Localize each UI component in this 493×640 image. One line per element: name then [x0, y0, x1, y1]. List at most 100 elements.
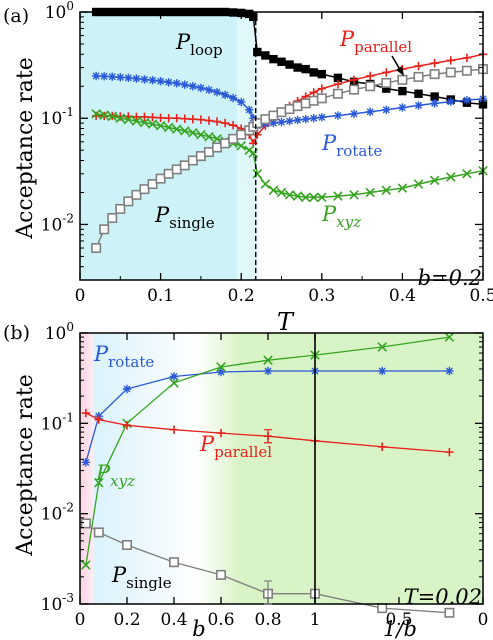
data-point [163, 122, 174, 133]
data-point [220, 118, 230, 128]
data-point [309, 114, 318, 123]
x-tick-label: 0 [75, 610, 86, 630]
annotation-t-value: T=0.02 [404, 585, 482, 609]
data-point [429, 175, 440, 186]
data-point [317, 113, 326, 122]
data-point [249, 12, 258, 22]
data-point [91, 243, 102, 254]
data-point [244, 145, 255, 155]
data-point [378, 366, 387, 376]
data-point [301, 64, 310, 74]
data-point [156, 77, 165, 86]
data-point [413, 179, 424, 189]
x-tick-label: 0.4 [160, 610, 187, 630]
series-label-rotate: Protate [321, 131, 382, 160]
shade-rect [80, 12, 238, 280]
series-p-rotate [91, 71, 488, 130]
data-point [91, 71, 101, 81]
data-point [333, 191, 343, 201]
data-point [220, 90, 230, 100]
data-point [333, 79, 343, 89]
data-point [148, 76, 157, 85]
data-point [203, 147, 214, 158]
data-point [292, 191, 303, 201]
data-point [140, 75, 149, 84]
data-point [236, 141, 246, 151]
x-tick-label: 0.6 [207, 610, 234, 630]
data-point [81, 560, 91, 570]
y-tick-label: 10-2 [41, 211, 74, 235]
x-axis-label-inv-b: 1/b [383, 617, 417, 640]
data-point [94, 477, 104, 488]
data-point [263, 366, 273, 376]
data-point [333, 73, 343, 83]
data-point [99, 72, 109, 81]
x-axis-label-a: T [277, 308, 295, 336]
data-point [309, 88, 318, 97]
shade-green [197, 333, 483, 604]
data-point [252, 118, 263, 129]
data-point [155, 173, 166, 184]
data-point [253, 130, 262, 139]
data-point [163, 168, 174, 179]
data-point [91, 109, 101, 119]
x-tick-label: 1 [310, 610, 321, 630]
data-point [123, 196, 134, 207]
data-point [216, 428, 226, 438]
series-label-parallel: Pparallel [339, 27, 412, 56]
series-label-parallel: Pparallel [199, 432, 272, 461]
data-point [430, 58, 439, 68]
data-point [93, 527, 104, 538]
data-point [237, 97, 246, 107]
x-tick-label: 0.1 [147, 286, 174, 306]
data-point [284, 104, 295, 115]
data-point [316, 93, 327, 104]
data-point [397, 183, 408, 193]
data-point [445, 67, 456, 78]
data-point [81, 408, 91, 418]
data-point [131, 116, 142, 126]
data-point [132, 74, 141, 83]
x-tick-label: 0 [75, 286, 86, 306]
data-point [115, 113, 126, 123]
y-axis-label-b: Acceptance rate [13, 374, 38, 557]
error-bar [264, 429, 272, 444]
x-tick-label: 0.4 [389, 286, 416, 306]
data-point [220, 138, 231, 149]
data-point [349, 75, 359, 85]
data-point [414, 101, 423, 110]
data-point [228, 120, 238, 130]
series-label-single: Psingle [111, 563, 172, 592]
data-point [462, 53, 472, 63]
data-point [317, 84, 326, 93]
data-point [414, 89, 423, 98]
data-point [212, 142, 223, 153]
data-point [180, 80, 189, 89]
data-point [445, 447, 454, 457]
data-point [164, 114, 173, 123]
data-point [317, 69, 326, 79]
data-point [228, 93, 238, 103]
data-point [204, 116, 214, 125]
y-axis-label-a: Acceptance rate [13, 57, 38, 240]
data-point [99, 110, 109, 120]
data-point [212, 117, 222, 126]
data-point [461, 65, 472, 76]
data-point [430, 92, 439, 101]
data-point [179, 160, 190, 171]
data-point [317, 192, 327, 203]
data-point [285, 116, 294, 126]
data-point [397, 74, 408, 85]
data-point [107, 111, 118, 122]
y-tick-label: 100 [45, 320, 74, 344]
plot-frame [79, 332, 484, 605]
data-point [285, 60, 294, 69]
series-label-single: Psingle [154, 203, 215, 232]
y-tick-label: 100 [45, 0, 74, 23]
data-point [124, 73, 133, 83]
data-point [228, 133, 239, 144]
x-tick-label-inv: 0 [478, 610, 489, 630]
x-tick-label-inv: 0.5 [385, 610, 412, 630]
data-point [308, 95, 319, 106]
